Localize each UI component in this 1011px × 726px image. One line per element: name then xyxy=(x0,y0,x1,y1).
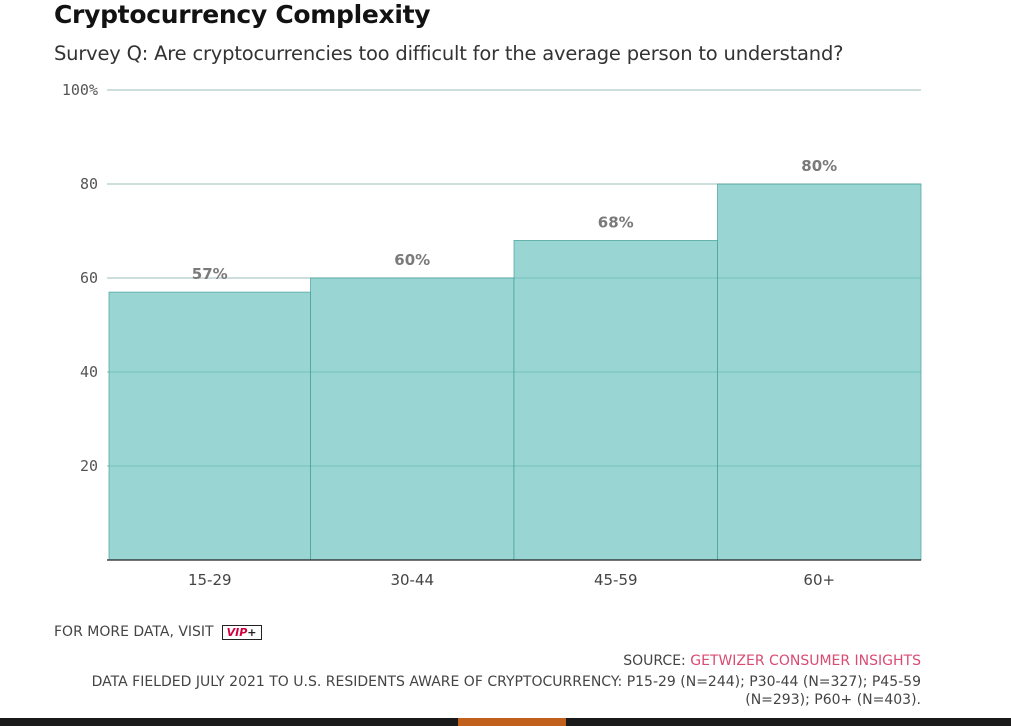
data-label-60+: 80% xyxy=(801,157,837,175)
y-tick-label: 100% xyxy=(62,81,98,99)
vip-plus-sign: + xyxy=(247,625,257,639)
chart-title: Cryptocurrency Complexity xyxy=(54,0,431,29)
bottom-accent xyxy=(458,718,566,726)
bar-chart: 57% 60% 68% 80% 20 40 60 80 100% 15-29 30-44 45-59… xyxy=(62,81,922,589)
y-tick-label: 40 xyxy=(80,363,98,381)
bar-60+ xyxy=(717,183,922,561)
x-tick-label: 30-44 xyxy=(390,571,434,589)
bar-30-44 xyxy=(310,277,515,561)
axes: 20 40 60 80 100% 15-29 30-44 45-59 60+ xyxy=(62,81,921,589)
x-tick-label: 45-59 xyxy=(594,571,638,589)
y-tick-label: 60 xyxy=(80,269,98,287)
bar-45-59 xyxy=(513,239,718,561)
bar-15-29 xyxy=(108,291,311,561)
x-tick-label: 15-29 xyxy=(188,571,232,589)
more-data-line: FOR MORE DATA, VISIT VIP+ xyxy=(54,624,262,640)
source-prefix: SOURCE: xyxy=(623,653,691,669)
data-labels: 57% 60% 68% 80% xyxy=(192,157,837,283)
data-note: DATA FIELDED JULY 2021 TO U.S. RESIDENTS… xyxy=(91,674,921,708)
bars xyxy=(108,183,922,561)
x-tick-label: 60+ xyxy=(803,571,835,589)
data-label-45-59: 68% xyxy=(598,213,634,231)
vip-text: VIP xyxy=(226,625,248,639)
vip-plus-link[interactable]: VIP+ xyxy=(221,624,262,640)
more-data-text: FOR MORE DATA, VISIT xyxy=(54,624,214,640)
y-tick-label: 20 xyxy=(80,457,98,475)
source-line: SOURCE: GETWIZER CONSUMER INSIGHTS xyxy=(623,653,921,669)
y-tick-label: 80 xyxy=(80,175,98,193)
chart-subtitle: Survey Q: Are cryptocurrencies too diffi… xyxy=(54,42,844,65)
data-label-15-29: 57% xyxy=(192,265,228,283)
data-label-30-44: 60% xyxy=(394,251,430,269)
source-link[interactable]: GETWIZER CONSUMER INSIGHTS xyxy=(690,653,921,669)
gridlines-overlay xyxy=(107,89,921,467)
